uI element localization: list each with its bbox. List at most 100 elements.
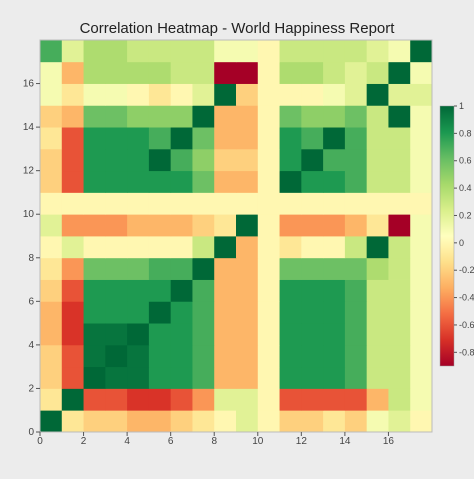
heatmap-cell [301, 170, 324, 193]
heatmap-cell [61, 148, 84, 172]
heatmap-cell [214, 279, 237, 302]
heatmap-cell [257, 105, 280, 128]
heatmap-cell [192, 40, 215, 63]
heatmap-cell [170, 301, 193, 324]
heatmap-cell [366, 366, 389, 389]
heatmap-cell [170, 279, 193, 302]
heatmap-cell [323, 214, 346, 237]
heatmap-cell [410, 410, 433, 433]
heatmap-cell [388, 410, 411, 433]
heatmap-cell [236, 83, 259, 106]
heatmap-cell [236, 192, 259, 215]
heatmap-cell [83, 170, 106, 193]
heatmap-cell [148, 61, 172, 84]
heatmap-cell [170, 257, 193, 280]
heatmap-cell [366, 388, 389, 411]
heatmap-cell [301, 192, 324, 215]
heatmap-cell [40, 323, 63, 346]
heatmap-cell [170, 61, 193, 84]
heatmap-cell [410, 301, 433, 324]
heatmap-cell [366, 61, 389, 84]
heatmap-cell [279, 148, 302, 172]
heatmap-cell [323, 279, 346, 302]
heatmap-cell [214, 83, 237, 106]
heatmap-cell [279, 323, 302, 346]
heatmap-cell [236, 410, 259, 433]
heatmap-cell [192, 105, 215, 128]
heatmap-cell [344, 323, 368, 346]
heatmap-cell [323, 127, 346, 150]
heatmap-cell [170, 344, 193, 368]
heatmap-cell [323, 148, 346, 172]
heatmap-cell [61, 127, 84, 150]
heatmap-cells [40, 40, 433, 433]
heatmap-cell [148, 301, 172, 324]
y-tick-label: 2 [28, 383, 34, 394]
heatmap-cell [366, 410, 389, 433]
heatmap-cell [40, 236, 63, 259]
heatmap-cell [40, 148, 63, 172]
heatmap-cell [148, 83, 172, 106]
heatmap-cell [323, 301, 346, 324]
heatmap-cell [148, 214, 172, 237]
heatmap-cell [105, 410, 128, 433]
heatmap-cell [105, 40, 128, 63]
heatmap-cell [61, 170, 84, 193]
x-tick-label: 14 [339, 436, 351, 447]
heatmap-cell [170, 83, 193, 106]
heatmap-cell [170, 192, 193, 215]
y-tick-label: 0 [28, 427, 34, 438]
heatmap-cell [323, 388, 346, 411]
colorbar-gradient [439, 105, 455, 367]
heatmap-cell [388, 279, 411, 302]
heatmap-cell [344, 301, 368, 324]
x-tick-label: 12 [296, 436, 308, 447]
heatmap-cell [214, 236, 237, 259]
heatmap-cell [388, 214, 411, 237]
heatmap-cell [61, 388, 84, 411]
heatmap-cell [105, 366, 128, 389]
heatmap-cell [236, 388, 259, 411]
heatmap-cell [344, 127, 368, 150]
heatmap-cell [257, 83, 280, 106]
heatmap-cell [40, 83, 63, 106]
heatmap-cell [192, 344, 215, 368]
heatmap-cell [279, 40, 302, 63]
heatmap-cell [170, 214, 193, 237]
heatmap-cell [40, 388, 63, 411]
heatmap-cell [214, 410, 237, 433]
heatmap-cell [40, 279, 63, 302]
heatmap-cell [83, 388, 106, 411]
heatmap-cell [279, 170, 302, 193]
y-tick-label: 12 [23, 166, 35, 177]
heatmap-cell [127, 279, 150, 302]
heatmap-cell [301, 344, 324, 368]
heatmap-cell [279, 410, 302, 433]
heatmap-cell [214, 148, 237, 172]
heatmap-cell [344, 236, 368, 259]
heatmap-cell [170, 105, 193, 128]
heatmap-cell [257, 170, 280, 193]
heatmap-cell [301, 257, 324, 280]
heatmap-cell [323, 344, 346, 368]
heatmap-cell [388, 40, 411, 63]
heatmap-cell [236, 236, 259, 259]
heatmap-cell [148, 105, 172, 128]
heatmap-cell [127, 366, 150, 389]
heatmap-cell [127, 148, 150, 172]
heatmap-cell [410, 83, 433, 106]
heatmap-cell [40, 344, 63, 368]
heatmap-cell [83, 366, 106, 389]
heatmap-cell [257, 323, 280, 346]
heatmap-cell [323, 236, 346, 259]
heatmap-cell [127, 236, 150, 259]
heatmap-cell [170, 148, 193, 172]
heatmap-cell [236, 148, 259, 172]
heatmap-cell [388, 366, 411, 389]
heatmap-cell [323, 257, 346, 280]
heatmap-cell [105, 61, 128, 84]
heatmap-cell [410, 344, 433, 368]
heatmap-cell [214, 61, 237, 84]
heatmap-cell [192, 170, 215, 193]
heatmap-cell [127, 61, 150, 84]
